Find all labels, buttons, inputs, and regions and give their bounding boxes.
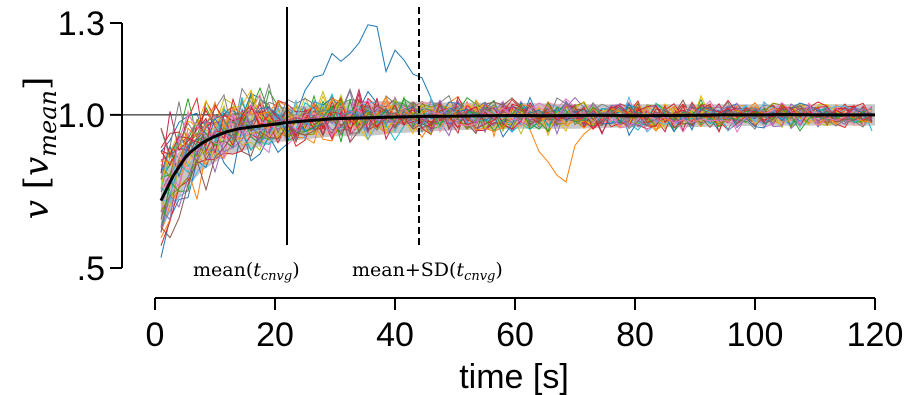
mean-line [159, 113, 875, 202]
x-axis-title: time [s] [459, 358, 569, 395]
individual-series-line [160, 101, 873, 179]
svg-text:v [vmean]: v [vmean] [17, 77, 62, 220]
y-axis: .5 1.0 1.3 [58, 5, 123, 288]
y-axis-var: v [17, 200, 57, 219]
individual-series-line [160, 96, 873, 233]
vline-label-meansd-sub: cnvg [464, 269, 495, 284]
x-tick-label: 0 [146, 316, 165, 354]
x-tick-label: 80 [616, 316, 654, 354]
vline-label-meansd: mean+SD(tcnvg) [352, 259, 503, 284]
individual-series-line [160, 99, 873, 233]
vline-label-mean-var: t [253, 259, 261, 281]
x-ticks: 0 20 40 60 80 100 120 [146, 298, 904, 354]
x-tick-label: 120 [847, 316, 904, 354]
vline-label-meansd-end: ) [495, 259, 502, 281]
x-axis: 0 20 40 60 80 100 120 [146, 297, 904, 354]
x-tick-label: 20 [256, 316, 294, 354]
vline-label-mean-end: ) [292, 259, 299, 281]
vline-label-meansd-var: t [456, 259, 464, 281]
plot-area [122, 7, 875, 258]
x-tick-label: 40 [376, 316, 414, 354]
individual-series-line [160, 97, 873, 160]
x-tick-label: 100 [727, 316, 784, 354]
y-axis-bracket-close: ] [17, 77, 57, 90]
y-axis-title: v [vmean] [17, 77, 62, 220]
y-tick-label: 1.0 [58, 97, 105, 135]
y-tick-label: 1.3 [58, 5, 105, 43]
y-axis-bracket-open: [ [17, 176, 57, 189]
vline-label-meansd-main: mean+SD( [352, 259, 456, 281]
sd-band [161, 101, 875, 232]
x-tick-label: 60 [496, 316, 534, 354]
vline-label-mean-sub: cnvg [261, 269, 292, 284]
vline-label-mean: mean(tcnvg) [193, 259, 300, 284]
y-ticks: .5 1.0 1.3 [58, 5, 122, 288]
y-axis-unit-base: v [17, 157, 57, 176]
y-tick-label: .5 [77, 250, 105, 288]
vline-label-mean-main: mean( [193, 259, 253, 281]
vline-labels: mean(tcnvg) mean+SD(tcnvg) [193, 259, 503, 284]
y-axis-unit-sub: mean [34, 90, 62, 157]
